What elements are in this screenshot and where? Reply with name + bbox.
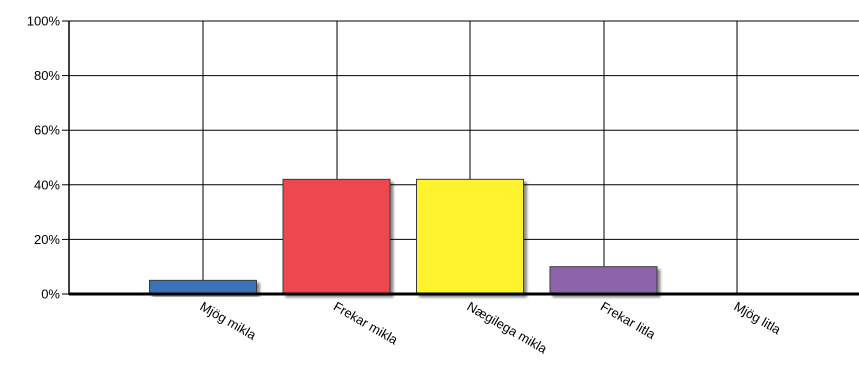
x-category-label-4: Mjög litla bbox=[732, 299, 785, 338]
bar-1 bbox=[282, 178, 391, 295]
bar-3 bbox=[549, 266, 658, 295]
bar-2 bbox=[416, 178, 524, 295]
y-tick-label-3: 60% bbox=[34, 123, 60, 138]
y-tick-label-5: 100% bbox=[27, 14, 61, 29]
x-category-label-0: Mjög mikla bbox=[198, 299, 260, 343]
x-category-label-3: Frekar litla bbox=[598, 299, 659, 343]
y-tick-label-4: 80% bbox=[34, 68, 60, 83]
axes bbox=[62, 20, 859, 296]
x-category-label-2: Nægilega mikla bbox=[465, 299, 551, 357]
grid bbox=[69, 20, 859, 294]
y-tick-label-1: 20% bbox=[34, 232, 60, 247]
y-tick-label-0: 0% bbox=[41, 287, 60, 302]
bar-0 bbox=[149, 279, 257, 295]
x-category-label-1: Frekar mikla bbox=[331, 299, 401, 348]
y-tick-label-2: 40% bbox=[34, 177, 60, 192]
bars bbox=[149, 178, 658, 295]
